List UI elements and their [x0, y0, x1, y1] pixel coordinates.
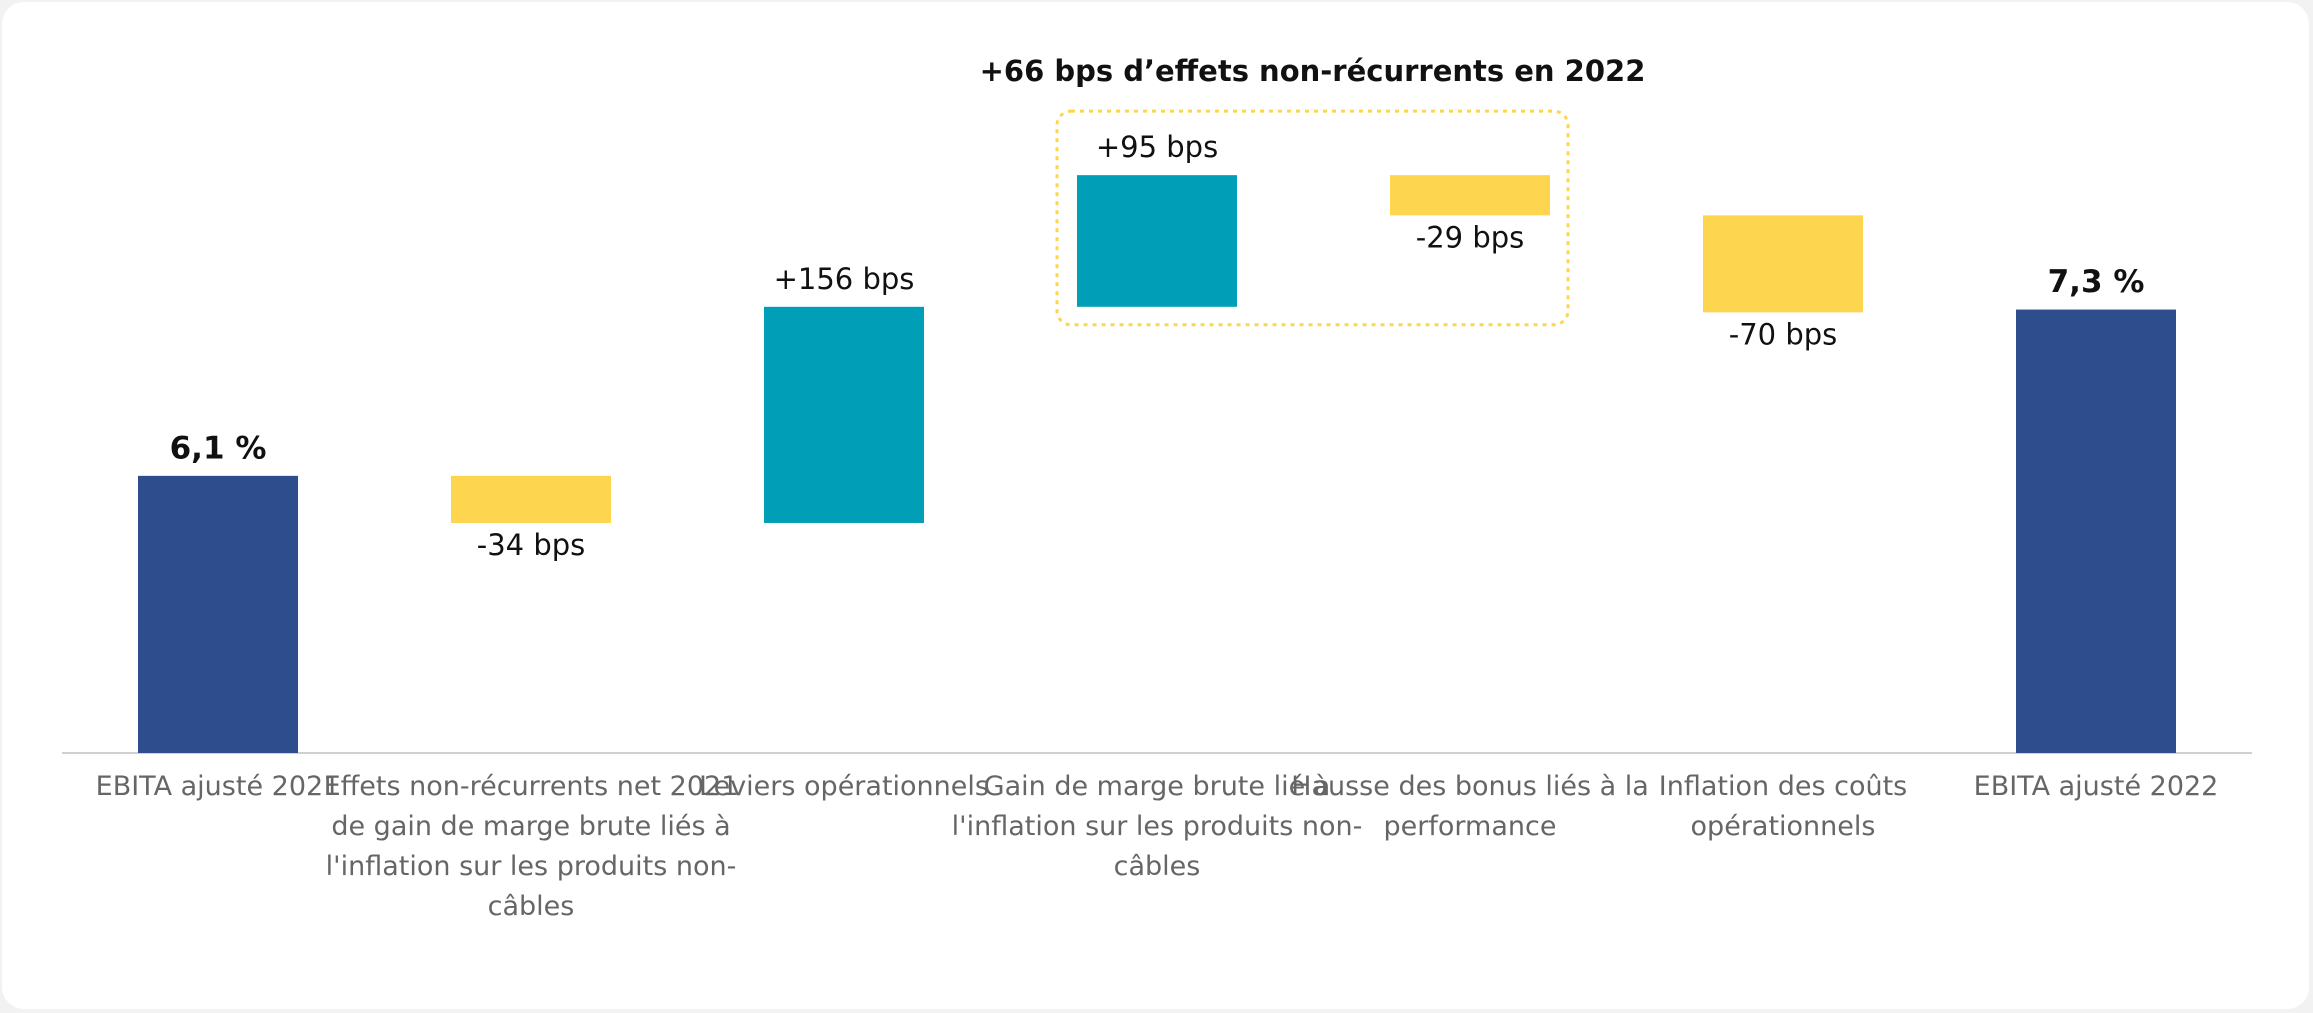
bar — [1703, 215, 1863, 313]
bar — [764, 306, 924, 523]
bar — [1390, 175, 1550, 216]
value-label: -70 bps — [1729, 317, 1838, 351]
value-label: +156 bps — [774, 262, 915, 296]
bar — [2016, 309, 2176, 753]
bar — [451, 475, 611, 523]
x-tick-label: EBITA ajusté 2021 — [95, 771, 341, 802]
bar — [138, 475, 298, 753]
x-tick-label: Effets non-récurrents net 2021 de gain d… — [323, 771, 739, 922]
x-tick-label: Hausse des bonus liés à la performance — [1291, 771, 1649, 842]
value-label: 6,1 % — [170, 430, 267, 466]
value-label: -29 bps — [1416, 220, 1525, 254]
value-label: -34 bps — [477, 528, 586, 562]
bar — [1077, 175, 1237, 307]
value-label: 7,3 % — [2048, 264, 2145, 300]
x-tick-label: Gain de marge brute lié à l'inflation su… — [951, 771, 1363, 882]
annotation-box — [1055, 109, 1570, 327]
x-tick-label: Leviers opérationnels — [699, 771, 989, 802]
value-label: +95 bps — [1096, 130, 1218, 164]
x-tick-label: Inflation des coûts opérationnels — [1658, 771, 1908, 842]
x-tick-label: EBITA ajusté 2022 — [1973, 771, 2219, 802]
annotation-title: +66 bps d’effets non-récurrents en 2022 — [980, 54, 1646, 88]
